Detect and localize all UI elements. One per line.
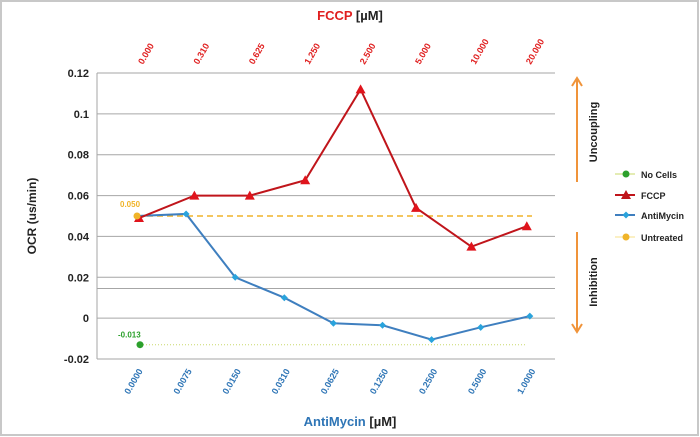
antimycin-point	[280, 294, 288, 302]
fccp-point	[411, 202, 421, 212]
x-bottom-tick-label: 0.1250	[368, 367, 390, 396]
x-top-tick-label: 2.500	[358, 41, 378, 66]
untreated-data-label: 0.050	[120, 200, 141, 209]
x-top-axis-name: FCCP	[317, 8, 356, 23]
no-cells-point	[136, 341, 144, 349]
x-top-tick-label: 1.250	[302, 41, 322, 66]
legend-marker	[621, 190, 631, 199]
x-top-axis-unit: [µM]	[356, 8, 383, 23]
x-bottom-axis-name: AntiMycin	[304, 414, 370, 429]
antimycin-point	[329, 319, 337, 327]
x-top-tick-label: 20.000	[524, 37, 546, 66]
antimycin-point	[477, 323, 485, 331]
legend-marker	[622, 233, 630, 241]
y-tick-label: 0.04	[68, 231, 90, 243]
y-tick-label: 0.12	[68, 68, 89, 80]
x-bottom-axis-label: AntiMycin [µM]	[304, 414, 397, 429]
x-bottom-tick-label: 0.0625	[319, 367, 341, 396]
fccp-point	[466, 241, 477, 251]
antimycin-point	[231, 273, 239, 281]
arrow-up-icon	[571, 76, 583, 87]
x-top-axis-label: FCCP [µM]	[317, 8, 383, 23]
antimycin-point	[379, 321, 386, 329]
y-tick-label: 0.1	[74, 109, 89, 121]
x-bottom-tick-label: 0.0310	[270, 367, 292, 396]
y-tick-label: 0.02	[68, 272, 89, 284]
legend-label: AntiMycin	[641, 211, 684, 221]
legend-label: Untreated	[641, 233, 683, 243]
x-top-tick-label: 0.000	[136, 41, 156, 66]
x-bottom-tick-label: 0.2500	[417, 367, 439, 396]
antimycin-point	[428, 336, 436, 344]
inhibition-label: Inhibition	[588, 257, 600, 307]
fccp-point	[244, 190, 255, 200]
x-bottom-tick-label: 0.0000	[122, 367, 144, 396]
y-tick-label: 0	[83, 313, 89, 325]
untreated-point	[133, 212, 141, 220]
x-top-tick-label: 5.000	[413, 41, 433, 66]
fccp-point	[521, 221, 532, 231]
x-bottom-tick-label: 0.0075	[171, 367, 193, 396]
x-bottom-axis-unit: [µM]	[369, 414, 396, 429]
legend-marker	[622, 170, 630, 178]
x-bottom-tick-label: 0.5000	[466, 367, 488, 396]
y-tick-label: 0.08	[68, 150, 89, 162]
x-top-tick-label: 10.000	[468, 37, 490, 66]
fccp-line	[138, 87, 528, 248]
uncoupling-label: Uncoupling	[588, 102, 600, 163]
y-tick-label: 0.06	[68, 191, 89, 203]
x-bottom-tick-label: 0.0150	[221, 367, 243, 396]
antimycin-point	[526, 312, 534, 320]
x-top-tick-label: 0.310	[191, 41, 211, 66]
legend-marker	[622, 211, 630, 219]
fccp-point	[189, 190, 200, 200]
legend-label: No Cells	[641, 170, 677, 180]
legend-label: FCCP	[641, 191, 666, 201]
y-axis-label: OCR (us/min)	[25, 178, 39, 255]
fccp-point	[300, 175, 311, 185]
x-top-tick-label: 0.625	[247, 41, 267, 66]
no-cells-data-label: -0.013	[118, 331, 141, 340]
arrow-down-icon	[571, 323, 583, 334]
x-bottom-tick-label: 1.0000	[515, 367, 537, 396]
y-tick-label: -0.02	[64, 354, 89, 366]
antimycin-point	[182, 210, 190, 218]
fccp-point	[355, 84, 366, 94]
